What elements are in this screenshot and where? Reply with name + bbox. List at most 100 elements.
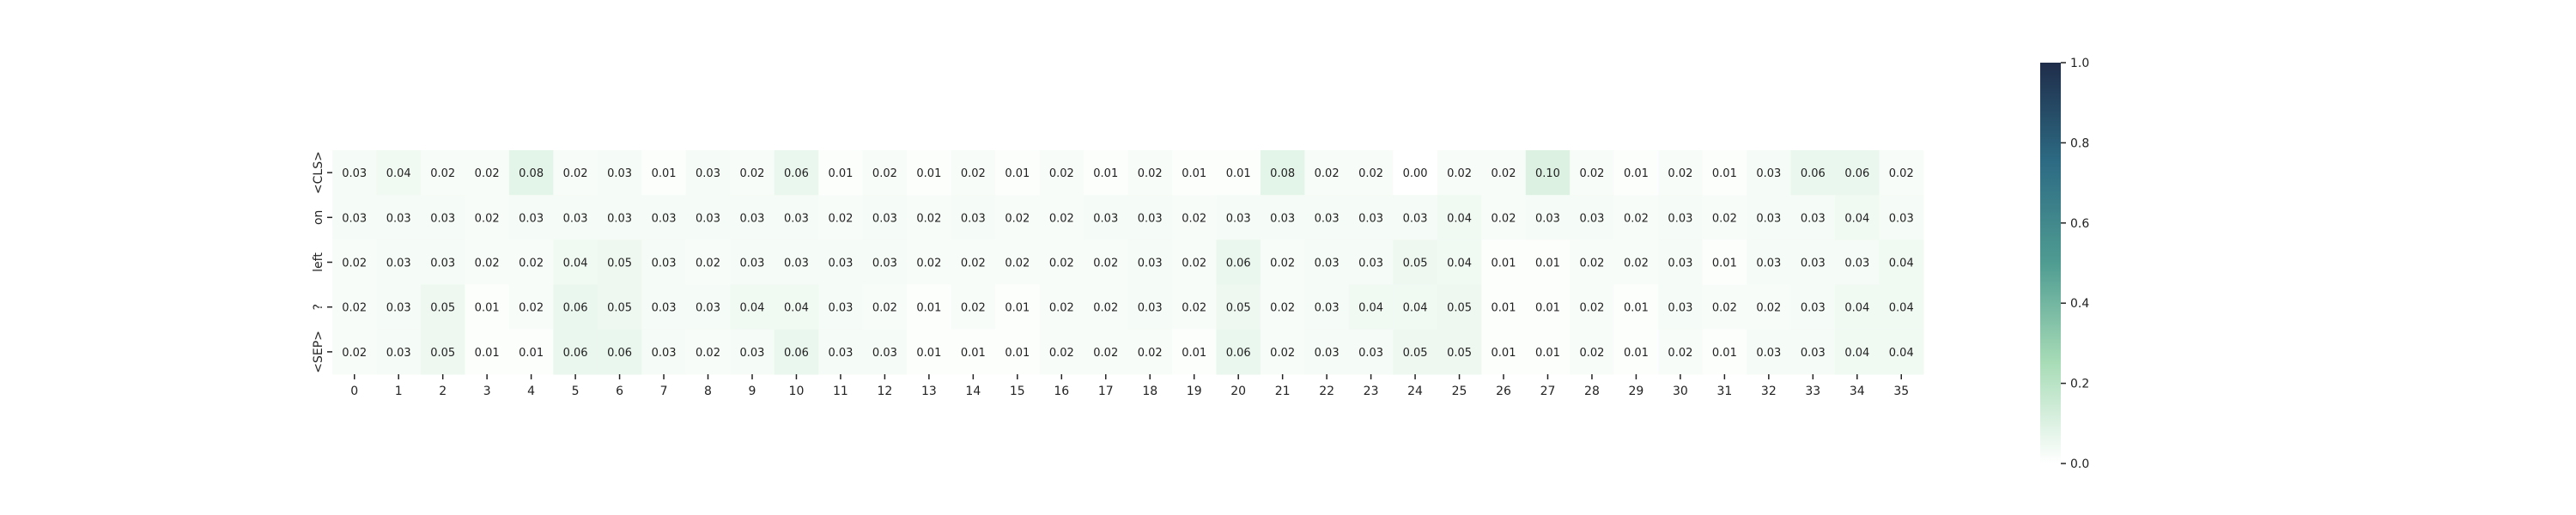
cell-value-label: 0.01: [1226, 167, 1251, 180]
cell-value-label: 0.03: [607, 212, 632, 225]
cell-value-label: 0.02: [430, 167, 455, 180]
cell-value-label: 0.03: [1801, 212, 1826, 225]
cell-value-label: 0.02: [1049, 258, 1074, 270]
cell-value-label: 0.01: [1492, 347, 1516, 360]
cell-value-label: 0.03: [386, 347, 411, 360]
heatmap-cell: [774, 150, 819, 196]
cell-value-label: 0.02: [1093, 302, 1118, 315]
cell-value-label: 0.04: [1403, 302, 1428, 315]
heatmap-cell: [1437, 239, 1482, 286]
heatmap-cell: [553, 195, 598, 240]
heatmap-cell: [1658, 329, 1704, 375]
heatmap-cell: [641, 239, 687, 286]
colorbar-tick-label: 0.4: [2070, 297, 2089, 311]
heatmap-cell: [641, 195, 687, 240]
heatmap-cell: [1702, 284, 1747, 330]
x-tick-label: 11: [833, 385, 848, 398]
heatmap-cell: [1790, 239, 1836, 286]
cell-value-label: 0.06: [563, 302, 588, 315]
heatmap-cell: [1216, 239, 1261, 286]
heatmap-cell: [420, 329, 465, 375]
heatmap-cell: [818, 239, 864, 286]
heatmap-cell: [1570, 239, 1615, 286]
cell-value-label: 0.01: [1535, 258, 1560, 270]
cell-value-label: 0.10: [1535, 167, 1560, 180]
heatmap-cell: [1348, 329, 1394, 375]
y-tick-label: <CLS>: [312, 151, 325, 194]
heatmap-cell: [1835, 150, 1880, 196]
cell-value-label: 0.06: [1226, 347, 1251, 360]
cell-value-label: 0.01: [1535, 347, 1560, 360]
cell-value-label: 0.03: [740, 347, 765, 360]
heatmap-cell: [508, 150, 554, 196]
cell-value-label: 0.02: [696, 347, 720, 360]
heatmap-cell: [1084, 284, 1128, 330]
cell-value-label: 0.03: [386, 258, 411, 270]
x-tick-label: 33: [1805, 385, 1820, 398]
heatmap-cell: [774, 195, 819, 240]
x-tick-label: 15: [1010, 385, 1025, 398]
cell-value-label: 0.03: [828, 347, 853, 360]
cell-value-label: 0.03: [1801, 258, 1826, 270]
heatmap-cell: [465, 284, 510, 330]
heatmap-cell: [1171, 329, 1217, 375]
cell-value-label: 0.02: [342, 258, 367, 270]
heatmap-cell: [1304, 239, 1350, 286]
x-tick-label: 4: [527, 385, 535, 398]
cell-value-label: 0.01: [1624, 167, 1649, 180]
cell-value-label: 0.03: [1138, 258, 1163, 270]
heatmap-cell: [995, 284, 1041, 330]
cell-value-label: 0.02: [519, 258, 544, 270]
heatmap-cell: [1658, 150, 1704, 196]
heatmap-cell: [1702, 329, 1747, 375]
heatmap-cell: [1481, 195, 1527, 240]
cell-value-label: 0.03: [1315, 302, 1340, 315]
cell-value-label: 0.02: [1138, 347, 1163, 360]
cell-value-label: 0.03: [1889, 212, 1914, 225]
heatmap-cell: [1084, 195, 1128, 240]
cell-value-label: 0.02: [475, 212, 500, 225]
cell-value-label: 0.02: [1668, 167, 1692, 180]
heatmap-cell: [1879, 150, 1924, 196]
cell-value-label: 0.01: [916, 167, 941, 180]
x-tick-label: 7: [660, 385, 668, 398]
cell-value-label: 0.08: [1270, 167, 1295, 180]
cell-value-label: 0.01: [1712, 258, 1737, 270]
cell-value-label: 0.03: [696, 212, 720, 225]
cell-value-label: 0.03: [1138, 302, 1163, 315]
cell-value-label: 0.02: [1182, 258, 1206, 270]
heatmap-cell: [730, 329, 775, 375]
cell-value-label: 0.02: [1579, 347, 1604, 360]
x-tick-label: 10: [789, 385, 805, 398]
heatmap-cell: [420, 150, 465, 196]
cell-value-label: 0.03: [1315, 212, 1340, 225]
heatmap-cell: [1747, 239, 1792, 286]
cell-value-label: 0.04: [386, 167, 411, 180]
heatmap-cell: [1393, 329, 1438, 375]
heatmap-cell: [1260, 195, 1305, 240]
heatmap-cell: [508, 284, 554, 330]
cell-value-label: 0.01: [1492, 258, 1516, 270]
cell-value-label: 0.01: [1712, 347, 1737, 360]
cell-value-label: 0.02: [1712, 302, 1737, 315]
cell-value-label: 0.06: [563, 347, 588, 360]
heatmap-cell: [1260, 239, 1305, 286]
heatmap-cell: [1658, 195, 1704, 240]
cell-value-label: 0.03: [1535, 212, 1560, 225]
heatmap-cell: [1481, 284, 1527, 330]
cell-value-label: 0.03: [828, 302, 853, 315]
heatmap-cell: [774, 239, 819, 286]
heatmap-cell: [597, 150, 642, 196]
cell-value-label: 0.03: [1093, 212, 1118, 225]
x-tick-label: 13: [921, 385, 937, 398]
cell-value-label: 0.01: [1712, 167, 1737, 180]
cell-value-label: 0.02: [1049, 302, 1074, 315]
heatmap-cell: [1171, 195, 1217, 240]
heatmap-cell: [1613, 329, 1659, 375]
cell-value-label: 0.03: [1226, 212, 1251, 225]
cell-value-label: 0.03: [386, 212, 411, 225]
cell-value-label: 0.03: [1270, 212, 1295, 225]
heatmap-cell: [376, 329, 422, 375]
heatmap-cell: [685, 239, 731, 286]
